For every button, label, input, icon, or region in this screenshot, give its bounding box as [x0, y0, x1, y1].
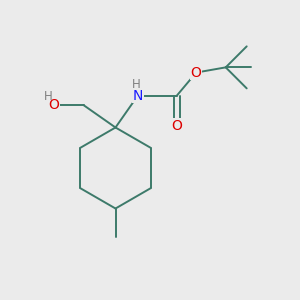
Text: N: N: [133, 88, 143, 103]
Text: O: O: [48, 98, 59, 112]
Text: O: O: [171, 118, 182, 133]
Text: H: H: [132, 78, 141, 91]
Text: H: H: [44, 90, 52, 103]
Text: O: O: [191, 66, 202, 80]
